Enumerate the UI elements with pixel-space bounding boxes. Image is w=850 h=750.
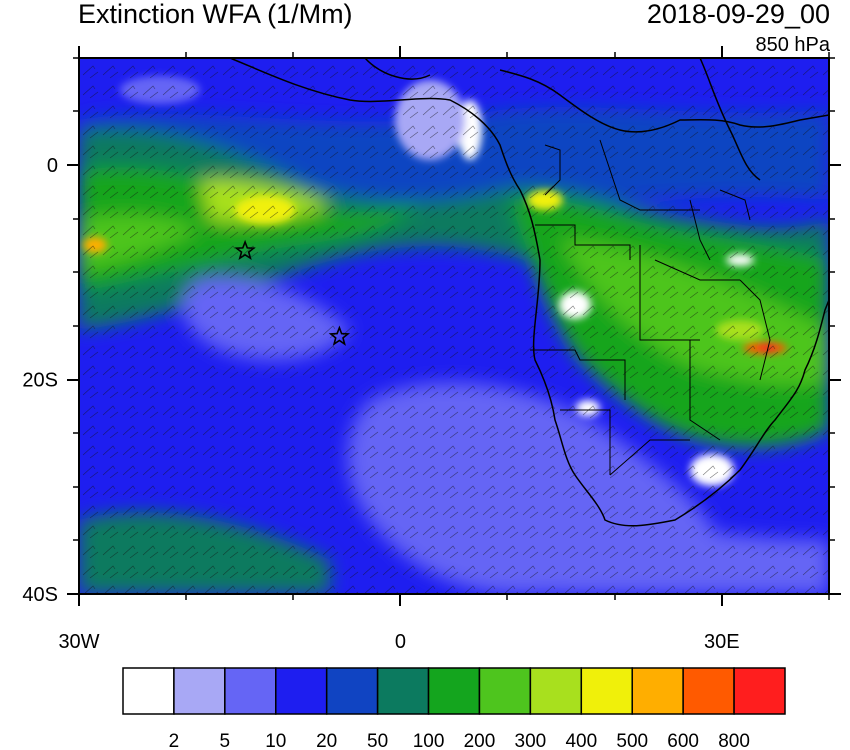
- map-panel: 0 20S 40S 30W 0 30E: [22, 46, 841, 653]
- colorbar-label: 10: [265, 731, 286, 750]
- axis-ticks: [67, 46, 841, 606]
- colorbar-box: [376, 667, 430, 715]
- colorbar-label: 200: [464, 731, 496, 750]
- colorbar-box: [478, 667, 532, 715]
- lat-tick-label: 20S: [22, 370, 58, 392]
- map-title: Extinction WFA (1/Mm): [78, 0, 353, 29]
- colorbar-box: [275, 667, 328, 715]
- colorbar-label: 5: [220, 731, 231, 750]
- extinction-field: [79, 58, 829, 594]
- colorbar-box: [733, 667, 786, 715]
- colorbar-label: 800: [718, 731, 750, 750]
- colorbar-label: 50: [367, 731, 388, 750]
- colorbar-label: 300: [515, 731, 547, 750]
- colorbar-label: 500: [616, 731, 648, 750]
- colorbar: 2 5 10 20 50 100 200 300 400 500 600 800: [122, 667, 786, 750]
- colorbar-box: [529, 667, 583, 715]
- colorbar-box: [173, 667, 226, 715]
- country-borders: [530, 139, 771, 476]
- lat-tick-label: 0: [47, 155, 58, 177]
- colorbar-labels: 2 5 10 20 50 100 200 300 400 500 600 800: [169, 731, 750, 750]
- lon-tick-label: 30W: [58, 631, 99, 653]
- colorbar-boxes: [122, 667, 786, 715]
- colorbar-label: 20: [316, 731, 337, 750]
- markers: [234, 239, 351, 346]
- colorbar-label: 600: [667, 731, 699, 750]
- colorbar-box: [427, 667, 481, 715]
- map-datetime: 2018-09-29_00: [646, 0, 830, 29]
- coastline: [229, 58, 829, 527]
- longitude-labels: 30W 0 30E: [58, 631, 739, 653]
- latitude-labels: 0 20S 40S: [22, 155, 58, 606]
- star-marker-1: [234, 239, 256, 261]
- colorbar-label: 400: [565, 731, 597, 750]
- star-marker-2: [328, 325, 351, 346]
- lat-tick-label: 40S: [22, 584, 58, 606]
- lon-tick-label: 0: [395, 631, 406, 653]
- colorbar-box: [224, 667, 277, 715]
- colorbar-box: [122, 667, 175, 715]
- colorbar-box: [325, 667, 379, 715]
- colorbar-box: [631, 667, 684, 715]
- lon-tick-label: 30E: [704, 631, 740, 653]
- colorbar-box: [580, 667, 633, 715]
- colorbar-label: 2: [169, 731, 180, 750]
- colorbar-box: [682, 667, 735, 715]
- colorbar-label: 100: [413, 731, 445, 750]
- pressure-level-label: 850 hPa: [755, 34, 830, 56]
